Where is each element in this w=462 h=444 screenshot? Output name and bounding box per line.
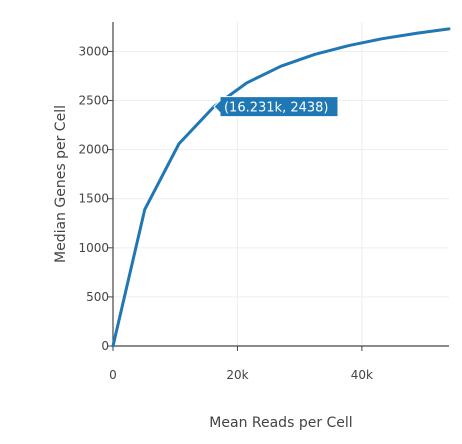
x-tick-label: 0 <box>109 368 117 382</box>
x-tick-label: 20k <box>226 368 248 382</box>
x-tick-labels: 0 20k 40k <box>109 368 373 382</box>
axes <box>108 22 449 351</box>
hover-label-text: (16.231k, 2438) <box>224 101 329 116</box>
series-layer <box>111 27 451 348</box>
x-tick-label: 40k <box>351 368 373 382</box>
y-tick-label: 1000 <box>78 241 109 255</box>
y-tick-labels: 0 500 1000 1500 2000 2500 3000 <box>78 44 109 353</box>
hover-label-box <box>213 96 339 118</box>
grid-lines <box>113 22 449 346</box>
series-line <box>111 27 451 348</box>
y-tick-label: 3000 <box>78 44 109 58</box>
y-tick-label: 2500 <box>78 94 109 108</box>
hover-label: (16.231k, 2438) <box>213 96 339 118</box>
y-tick-label: 1500 <box>78 192 109 206</box>
y-tick-label: 500 <box>86 290 109 304</box>
y-axis-title: Median Genes per Cell <box>53 105 69 263</box>
x-axis-title: Mean Reads per Cell <box>209 415 352 431</box>
y-tick-label: 0 <box>101 339 109 353</box>
y-tick-label: 2000 <box>78 143 109 157</box>
